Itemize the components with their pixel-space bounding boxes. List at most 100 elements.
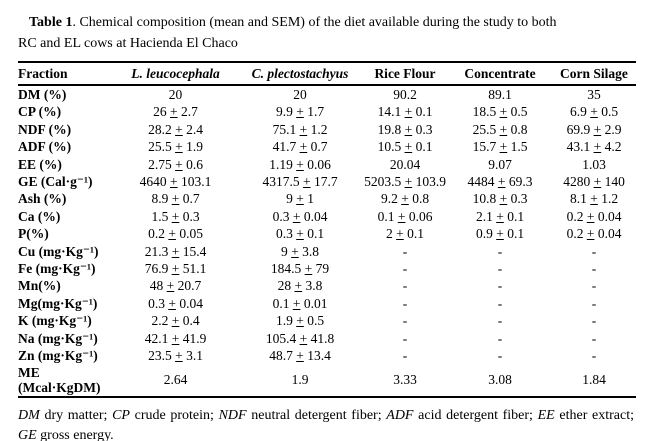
value-cell: 35	[587, 87, 601, 102]
value-cell: 18.5 + 0.5	[472, 104, 528, 120]
value-cell: 0.2 + 0.04	[566, 226, 622, 242]
value-cell: 6.9 + 0.5	[569, 104, 619, 120]
value-cell: 9 + 3.8	[281, 243, 319, 259]
plus-minus-sign: +	[296, 348, 304, 364]
footnote-segment: EE	[537, 407, 555, 423]
value-cell: 0.3 + 0.04	[148, 295, 203, 311]
value-cell: -	[497, 348, 503, 364]
value-cell: 20.04	[389, 156, 421, 172]
value-cell: 1.19 + 0.06	[269, 156, 331, 172]
plus-minus-sign: +	[401, 191, 409, 207]
value-cell: 42.1 + 41.9	[144, 330, 207, 346]
plus-minus-sign: +	[404, 174, 413, 190]
value-cell: 3.33	[393, 372, 417, 388]
table-row: ADF (%) 25.5 + 1.9 41.7 + 0.7 10.5 + 0.1 15.…	[18, 138, 636, 155]
value-cell: 9 + 1	[286, 191, 314, 207]
plus-minus-sign: +	[299, 139, 308, 155]
footnote-segment: gross energy.	[36, 428, 114, 441]
row-label: Ash (%)	[18, 191, 67, 207]
plus-minus-sign: +	[296, 156, 304, 172]
table-row: Mn(%) 48 + 20.7 28 + 3.8 - - -	[18, 277, 636, 294]
footnote-segment: dry matter;	[39, 407, 113, 423]
value-cell: 89.1	[488, 87, 512, 102]
value-cell: -	[402, 243, 408, 259]
table-row: ME (Mcal·KgDM) 2.64 1.9 3.33 3.08 1.84	[18, 365, 636, 397]
value-cell: 0.2 + 0.05	[148, 226, 203, 242]
value-cell: 25.5 + 0.8	[472, 121, 528, 137]
value-cell: 8.9 + 0.7	[151, 191, 200, 207]
value-cell: 21.3 + 15.4	[144, 243, 207, 259]
value-cell: -	[402, 330, 408, 346]
value-cell: 4317.5 + 17.7	[262, 174, 338, 190]
table-row: Na (mg·Kg⁻¹) 42.1 + 41.9 105.4 + 41.8 - - -	[18, 330, 636, 347]
plus-minus-sign: +	[499, 139, 508, 155]
table-caption: Table 1. Chemical composition (mean and …	[18, 13, 634, 54]
table-footnote: DM dry matter; CP crude protein; NDF neu…	[18, 406, 634, 441]
column-header: Rice Flour	[362, 62, 448, 86]
row-label: ADF (%)	[18, 139, 72, 155]
plus-minus-sign: +	[171, 313, 180, 329]
plus-minus-sign: +	[590, 104, 598, 120]
plus-minus-sign: +	[171, 208, 180, 224]
value-cell: -	[402, 313, 408, 329]
plus-minus-sign: +	[170, 174, 178, 190]
plus-minus-sign: +	[168, 295, 176, 311]
plus-minus-sign: +	[593, 121, 602, 137]
value-cell: 4484 + 69.3	[467, 174, 533, 190]
table-row: Ash (%) 8.9 + 0.7 9 + 1 9.2 + 0.8 10.8 + 0.3…	[18, 190, 636, 207]
footnote-segment: crude protein;	[129, 407, 219, 423]
plus-minus-sign: +	[292, 295, 301, 311]
value-cell: 19.8 + 0.3	[377, 121, 433, 137]
value-cell: 1.84	[582, 372, 606, 388]
value-cell: 28.2 + 2.4	[148, 121, 203, 137]
plus-minus-sign: +	[175, 121, 183, 137]
value-cell: 0.2 + 0.04	[566, 208, 622, 224]
table-row: NDF (%) 28.2 + 2.4 75.1 + 1.2 19.8 + 0.3 25.…	[18, 121, 636, 138]
plus-minus-sign: +	[166, 278, 175, 294]
column-header: Corn Silage	[552, 62, 636, 86]
plus-minus-sign: +	[296, 104, 304, 120]
value-cell: -	[591, 243, 597, 259]
plus-minus-sign: +	[170, 104, 178, 120]
table-row: Zn (mg·Kg⁻¹) 23.5 + 3.1 48.7 + 13.4 - - -	[18, 347, 636, 364]
caption-table-number: Table 1	[29, 15, 73, 30]
column-header: L. leucocephala	[113, 62, 238, 86]
value-cell: -	[497, 313, 503, 329]
value-cell: -	[591, 330, 597, 346]
table-row: Ca (%) 1.5 + 0.3 0.3 + 0.04 0.1 + 0.06 2.1 +…	[18, 208, 636, 225]
value-cell: 0.3 + 0.04	[272, 208, 328, 224]
value-cell: -	[497, 330, 503, 346]
row-label: Mn(%)	[18, 278, 61, 294]
value-cell: 9.07	[488, 156, 512, 172]
value-cell: -	[497, 243, 503, 259]
row-label: K (mg·Kg⁻¹)	[18, 313, 92, 329]
value-cell: 0.9 + 0.1	[475, 226, 525, 242]
value-cell: 69.9 + 2.9	[566, 121, 622, 137]
value-cell: 41.7 + 0.7	[272, 139, 328, 155]
value-cell: 1.9 + 0.5	[275, 313, 325, 329]
row-label: EE (%)	[18, 156, 62, 172]
value-cell: -	[591, 348, 597, 364]
row-label: P(%)	[18, 226, 49, 242]
value-cell: 20	[293, 87, 307, 102]
value-cell: 2.2 + 0.4	[151, 313, 200, 329]
value-cell: 48 + 20.7	[149, 278, 202, 294]
plus-minus-sign: +	[302, 174, 311, 190]
row-label: Mg(mg·Kg⁻¹)	[18, 295, 98, 311]
row-label: DM (%)	[18, 87, 67, 102]
plus-minus-sign: +	[586, 226, 595, 242]
footnote-segment: NDF	[218, 407, 247, 423]
table-row: GE (Cal·g⁻¹) 4640 + 103.1 4317.5 + 17.7 520…	[18, 173, 636, 190]
footnote-segment: CP	[112, 407, 130, 423]
value-cell: 1.5 + 0.3	[151, 208, 200, 224]
table-row: Fe (mg·Kg⁻¹) 76.9 + 51.1 184.5 + 79 - - -	[18, 260, 636, 277]
value-cell: 9.9 + 1.7	[275, 104, 325, 120]
value-cell: -	[591, 313, 597, 329]
plus-minus-sign: +	[171, 330, 180, 346]
table-row: CP (%) 26 + 2.7 9.9 + 1.7 14.1 + 0.1 18.5 + …	[18, 103, 636, 120]
value-cell: -	[497, 278, 503, 294]
caption-line1: Table 1. Chemical composition (mean and …	[29, 15, 557, 30]
plus-minus-sign: +	[397, 208, 406, 224]
column-header: Concentrate	[448, 62, 552, 86]
